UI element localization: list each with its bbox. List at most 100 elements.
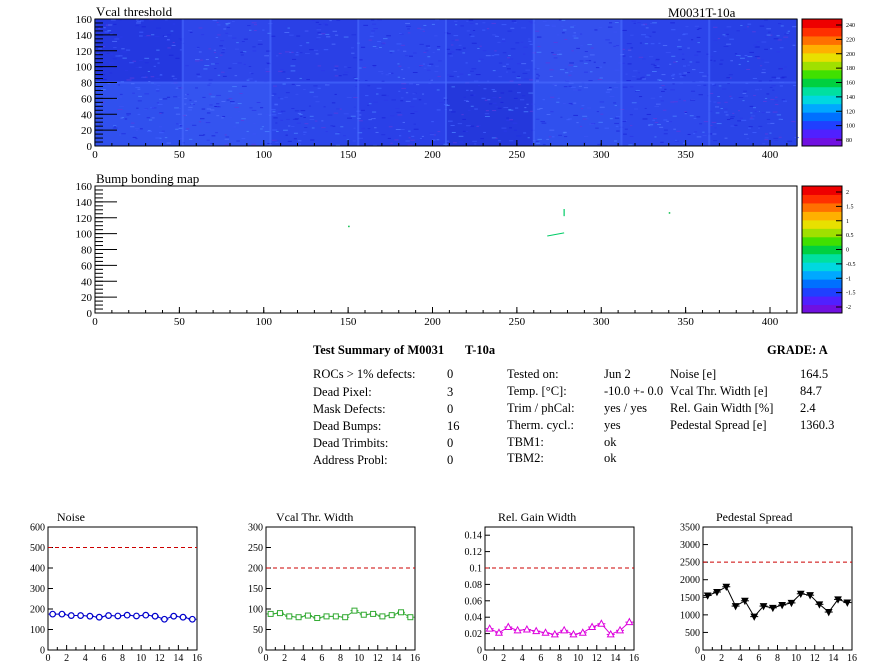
threshold-pixel (102, 101, 105, 103)
threshold-pixel (137, 113, 141, 115)
threshold-pixel (729, 117, 734, 119)
threshold-pixel (156, 27, 162, 29)
threshold-pixel (115, 84, 119, 86)
summary-right-label: Rel. Gain Width [%] (670, 401, 774, 415)
threshold-pixel (503, 130, 507, 132)
threshold-pixel (318, 23, 322, 25)
threshold-pixel (562, 132, 566, 134)
threshold-pixel (466, 89, 469, 91)
threshold-map-xtick-label: 300 (593, 149, 610, 161)
threshold-pixel (697, 85, 701, 87)
threshold-pixel (340, 126, 344, 128)
threshold-pixel (483, 88, 487, 90)
threshold-pixel (435, 19, 440, 21)
threshold-pixel (531, 60, 534, 62)
threshold-pixel (347, 117, 352, 119)
threshold-pixel (118, 134, 122, 136)
bump-map-palette-cell (802, 236, 842, 246)
threshold-pixel (746, 68, 751, 70)
summary-left-label: Dead Trimbits: (313, 436, 389, 450)
threshold-pixel (376, 87, 382, 89)
threshold-pixel (778, 68, 783, 70)
threshold-pixel (449, 55, 454, 57)
trend-point (824, 609, 833, 617)
threshold-pixel (291, 51, 294, 53)
threshold-pixel (752, 31, 756, 33)
threshold-pixel (607, 144, 610, 146)
threshold-pixel (758, 80, 762, 82)
threshold-pixel (198, 121, 202, 123)
threshold-map-palette-label: 240 (846, 23, 855, 29)
trend-point (114, 612, 122, 620)
threshold-pixel (419, 43, 424, 45)
threshold-pixel (303, 88, 306, 90)
threshold-pixel (726, 33, 729, 35)
threshold-pixel (773, 38, 779, 40)
threshold-pixel (153, 65, 156, 67)
trend-xtick-label: 16 (847, 653, 857, 664)
threshold-roc-block (270, 82, 359, 147)
summary-right-label: Vcal Thr. Width [e] (670, 384, 768, 398)
threshold-pixel (257, 43, 263, 45)
threshold-pixel (550, 111, 554, 113)
bump-map-palette-cell (802, 211, 842, 221)
trend-ytick-label: 500 (685, 628, 700, 639)
threshold-pixel (772, 89, 775, 91)
threshold-pixel (564, 68, 567, 70)
trend-ytick-label: 0 (40, 646, 45, 657)
threshold-pixel (410, 113, 415, 115)
threshold-pixel (694, 54, 699, 56)
trend-ytick-label: 100 (30, 625, 45, 636)
threshold-pixel (325, 33, 330, 35)
threshold-pixel (484, 115, 490, 117)
threshold-pixel (509, 140, 514, 142)
threshold-pixel (159, 137, 162, 139)
threshold-pixel (342, 74, 348, 76)
threshold-pixel (467, 109, 471, 111)
threshold-pixel (252, 133, 257, 135)
threshold-pixel (692, 69, 696, 71)
threshold-pixel (216, 94, 222, 96)
threshold-pixel (377, 19, 383, 21)
threshold-pixel (502, 65, 507, 67)
trend-xtick-label: 4 (301, 653, 306, 664)
threshold-pixel (217, 74, 221, 76)
threshold-pixel (100, 111, 106, 113)
threshold-pixel (367, 104, 370, 106)
threshold-pixel (224, 134, 227, 136)
trend-point (578, 628, 587, 636)
threshold-pixel (113, 23, 117, 25)
trend-xtick-label: 6 (756, 653, 761, 664)
threshold-pixel (188, 30, 193, 32)
threshold-pixel (599, 101, 605, 103)
trend-point (323, 613, 330, 620)
threshold-map-palette-cell (802, 95, 842, 105)
threshold-pixel (665, 51, 671, 53)
threshold-pixel (437, 75, 441, 77)
threshold-pixel (315, 101, 320, 103)
threshold-pixel (434, 35, 438, 37)
threshold-pixel (599, 106, 605, 108)
threshold-pixel (661, 90, 665, 92)
threshold-pixel (494, 54, 500, 56)
threshold-pixel (512, 71, 516, 73)
threshold-pixel (644, 43, 649, 45)
trend-point (304, 612, 311, 619)
threshold-pixel (609, 95, 615, 97)
threshold-pixel (437, 131, 441, 133)
threshold-pixel (115, 37, 118, 39)
threshold-pixel (650, 43, 655, 45)
threshold-pixel (537, 138, 542, 140)
threshold-pixel (783, 66, 787, 68)
threshold-pixel (99, 123, 102, 125)
threshold-pixel (486, 28, 490, 30)
threshold-pixel (110, 53, 114, 55)
threshold-pixel (702, 134, 707, 136)
threshold-pixel (220, 40, 225, 42)
trend-ytick-label: 150 (248, 584, 263, 595)
trend-xtick-label: 0 (483, 653, 488, 664)
threshold-pixel (179, 124, 182, 126)
threshold-pixel (460, 25, 464, 27)
trend-ytick-label: 0.1 (470, 564, 483, 575)
threshold-pixel (506, 119, 510, 121)
